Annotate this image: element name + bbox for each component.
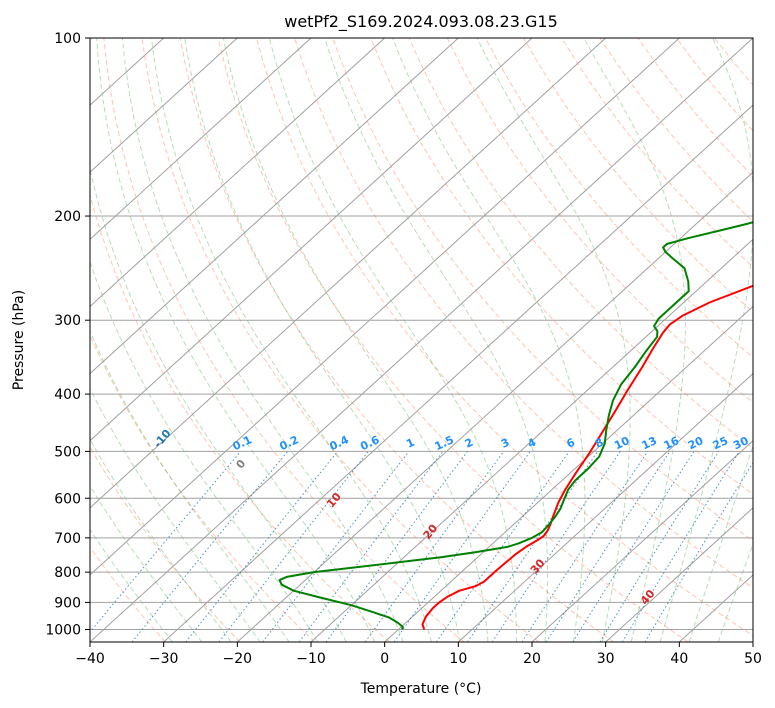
mixing-ratio-label: 16 bbox=[662, 434, 682, 452]
isotherm bbox=[605, 507, 753, 642]
isotherm bbox=[90, 38, 386, 308]
isotherm bbox=[90, 38, 238, 173]
dry-adiabat bbox=[446, 38, 753, 404]
mixing-ratio-line bbox=[467, 451, 599, 642]
dry-adiabat bbox=[523, 38, 753, 313]
moist-adiabat bbox=[121, 38, 404, 642]
isotherm bbox=[163, 104, 753, 642]
moist-adiabat bbox=[324, 38, 549, 642]
moist-adiabat bbox=[90, 166, 347, 642]
x-tick-label: 50 bbox=[744, 651, 762, 667]
moist-adiabat bbox=[583, 38, 686, 642]
moist-adiabat bbox=[659, 38, 753, 642]
dry-adiabat bbox=[90, 446, 241, 642]
mixing-ratio-line bbox=[393, 451, 531, 642]
isotherm bbox=[310, 238, 753, 642]
x-tick-label: 30 bbox=[597, 651, 615, 667]
temperature-profile-line bbox=[421, 284, 753, 630]
isotherm bbox=[90, 38, 312, 241]
x-tick-label: 20 bbox=[523, 651, 541, 667]
mixing-ratio-line bbox=[521, 451, 649, 642]
axes: −40 −30 −20 −10 0 10 20 30 40 50 100 200 300 400 500 60… bbox=[45, 31, 762, 667]
y-tick-label: 900 bbox=[54, 595, 81, 611]
x-tick-label: −30 bbox=[149, 651, 179, 667]
mixing-ratio-line bbox=[435, 451, 570, 642]
isotherm bbox=[90, 38, 459, 375]
mixing-ratio-line bbox=[185, 451, 338, 642]
moist-adiabat bbox=[268, 38, 517, 642]
chart-title: wetPf2_S169.2024.093.08.23.G15 bbox=[284, 12, 558, 32]
isotherm bbox=[531, 439, 753, 642]
mixing-ratio-label: 20 bbox=[686, 434, 706, 452]
mixing-ratio-label: 25 bbox=[711, 434, 730, 452]
y-tick-label: 200 bbox=[54, 209, 81, 225]
mixing-ratio-line bbox=[364, 451, 505, 642]
mixing-ratio-line bbox=[621, 451, 740, 642]
y-axis-title: Pressure (hPa) bbox=[11, 290, 27, 390]
dry-adiabat bbox=[90, 334, 316, 642]
y-tick-label: 700 bbox=[54, 531, 81, 547]
isotherm bbox=[90, 38, 680, 576]
plot-frame bbox=[89, 37, 754, 643]
x-tick-label: −20 bbox=[223, 651, 253, 667]
y-tick-label: 1000 bbox=[45, 622, 81, 638]
moist-adiabat bbox=[717, 542, 753, 642]
mixing-ratio-line bbox=[298, 451, 444, 642]
dry-adiabat bbox=[370, 38, 753, 495]
mixing-ratio-line bbox=[599, 451, 720, 642]
mixing-ratio-label: 13 bbox=[640, 434, 659, 452]
dewpoint-profile-line bbox=[278, 221, 753, 630]
x-tick-label: 0 bbox=[380, 651, 389, 667]
dry-adiabat bbox=[103, 38, 465, 642]
moist-adiabat bbox=[476, 38, 631, 642]
y-tick-label: 100 bbox=[54, 31, 81, 47]
moist-adiabat bbox=[90, 260, 319, 642]
mixing-ratio-label: 30 bbox=[731, 434, 751, 452]
y-tick-label: 300 bbox=[54, 313, 81, 329]
moist-adiabat bbox=[90, 438, 232, 642]
dry-adiabat bbox=[294, 38, 753, 589]
moist-adiabat bbox=[150, 38, 432, 642]
isotherm bbox=[457, 372, 753, 642]
y-tick-label: 500 bbox=[54, 444, 81, 460]
y-tick-label: 800 bbox=[54, 565, 81, 581]
y-tick-label: 600 bbox=[54, 491, 81, 507]
moist-adiabat bbox=[90, 329, 290, 642]
y-tick-label: 400 bbox=[54, 387, 81, 403]
moist-adiabat bbox=[688, 444, 753, 642]
mixing-ratio-label: 10 bbox=[612, 434, 632, 452]
background-lines bbox=[90, 38, 753, 642]
isotherm bbox=[236, 171, 753, 642]
mixing-ratio-line bbox=[572, 451, 695, 642]
moist-adiabat bbox=[222, 38, 489, 642]
dry-adiabat bbox=[217, 38, 689, 642]
mixing-ratio-line bbox=[131, 451, 288, 642]
x-tick-label: 40 bbox=[670, 651, 688, 667]
moist-adiabat bbox=[90, 387, 261, 642]
isotherm bbox=[90, 38, 607, 509]
x-tick-label: −40 bbox=[75, 651, 105, 667]
x-axis-title: Temperature (°C) bbox=[360, 681, 482, 697]
series-layer bbox=[278, 221, 753, 630]
mixing-ratio-line bbox=[262, 451, 410, 642]
mixing-ratio-line bbox=[545, 451, 671, 642]
dry-adiabat bbox=[179, 38, 614, 642]
moist-adiabat bbox=[184, 38, 461, 642]
isotherm bbox=[90, 38, 533, 442]
x-tick-label: 10 bbox=[449, 651, 467, 667]
mixing-ratio-line bbox=[90, 451, 242, 633]
dry-adiabat bbox=[141, 38, 540, 642]
x-tick-label: −10 bbox=[296, 651, 326, 667]
isotherm bbox=[90, 38, 753, 642]
mixing-ratio-line bbox=[491, 451, 621, 642]
isotherm bbox=[384, 305, 753, 642]
